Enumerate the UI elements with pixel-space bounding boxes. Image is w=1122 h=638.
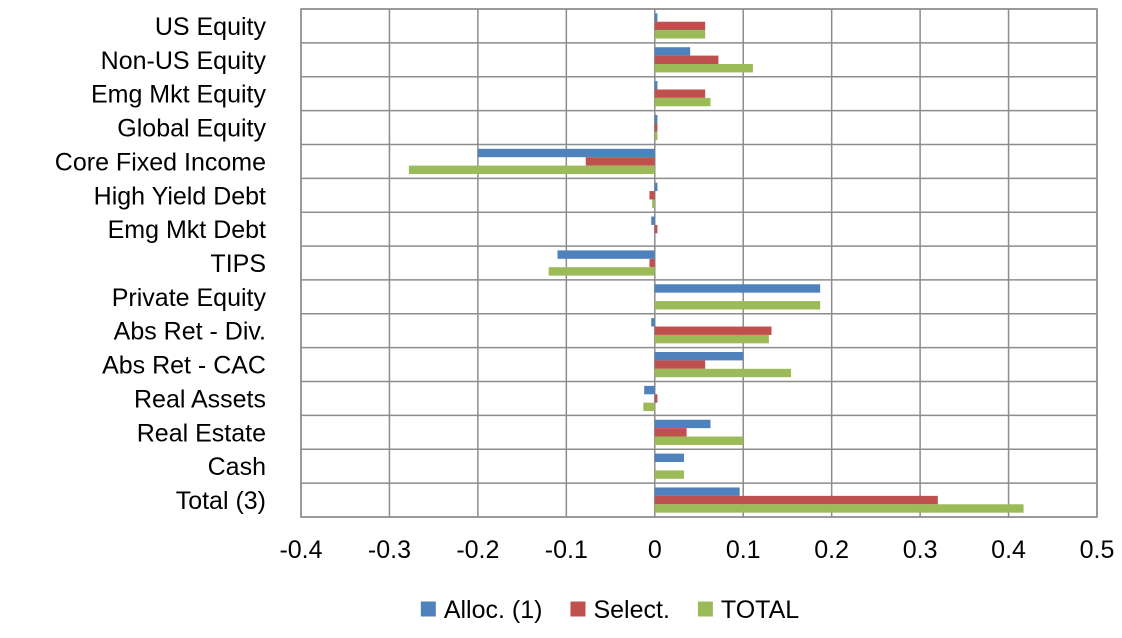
bar	[651, 216, 655, 225]
bar	[654, 394, 658, 403]
legend-swatch	[420, 601, 436, 617]
legend-label: TOTAL	[721, 596, 799, 624]
bar	[651, 318, 655, 327]
category-label: US Equity	[155, 13, 267, 41]
bar	[654, 326, 772, 335]
bar	[654, 301, 821, 310]
bar	[654, 504, 1024, 513]
bar	[654, 81, 658, 90]
bar	[654, 123, 658, 132]
legend-swatch	[570, 601, 586, 617]
bar	[643, 402, 655, 412]
category-label: Emg Mkt Debt	[108, 216, 266, 244]
category-label: Cash	[208, 453, 266, 481]
category-label: Abs Ret - Div.	[114, 318, 266, 346]
bar	[649, 191, 655, 200]
category-label: Global Equity	[117, 115, 266, 143]
bar	[654, 436, 744, 445]
x-tick-label: 0.5	[1080, 536, 1115, 564]
bar	[654, 55, 719, 64]
category-label: Real Estate	[137, 419, 266, 447]
bar	[654, 453, 684, 462]
bar	[649, 258, 655, 268]
x-tick-label: -0.1	[545, 536, 588, 564]
bar	[548, 267, 655, 276]
bar	[654, 97, 711, 107]
x-tick-label: 0.1	[726, 536, 761, 564]
bar	[408, 165, 655, 174]
bar	[654, 64, 753, 73]
legend-label: Select.	[593, 596, 669, 624]
bar	[654, 13, 658, 22]
bar	[654, 131, 658, 141]
bar	[654, 30, 706, 39]
x-tick-label: 0	[648, 536, 662, 564]
legend: Alloc. (1) Select. TOTAL	[420, 596, 799, 624]
legend-label: Alloc. (1)	[444, 596, 543, 624]
bar	[654, 352, 744, 361]
category-label: Private Equity	[112, 284, 267, 312]
category-label: Total (3)	[176, 487, 266, 515]
category-label: Non-US Equity	[101, 47, 267, 75]
bar	[654, 21, 706, 31]
bars	[408, 13, 1024, 513]
x-tick-label: -0.3	[368, 536, 411, 564]
bar	[654, 487, 740, 496]
x-tick-label: 0.3	[903, 536, 938, 564]
bar	[557, 250, 655, 259]
bar	[644, 385, 655, 395]
category-label: High Yield Debt	[94, 182, 266, 210]
bar	[652, 199, 655, 208]
legend-swatch	[697, 601, 713, 617]
bar	[654, 360, 706, 369]
bar	[654, 114, 658, 124]
bar	[654, 182, 658, 192]
grid-lines	[300, 8, 1098, 518]
bar	[654, 89, 706, 98]
bar	[585, 157, 655, 166]
category-label: Abs Ret - CAC	[102, 352, 266, 380]
category-labels: US Equity Non-US Equity Emg Mkt Equity Glob…	[55, 13, 267, 515]
x-tick-labels: -0.4 -0.3 -0.2 -0.1 0 0.1 0.2 0.3 0.4 0.5	[279, 536, 1114, 564]
bar	[654, 224, 658, 234]
category-label: TIPS	[210, 250, 266, 278]
bar	[654, 428, 687, 437]
plot-frame	[300, 8, 1098, 518]
bar	[654, 368, 791, 378]
bar	[654, 470, 684, 479]
x-tick-label: 0.2	[814, 536, 849, 564]
bar	[654, 495, 938, 505]
bar	[654, 284, 821, 293]
x-tick-label: -0.2	[456, 536, 499, 564]
category-label: Real Assets	[134, 385, 266, 413]
bar	[477, 148, 655, 158]
category-label: Core Fixed Income	[55, 148, 266, 176]
bar	[654, 419, 711, 429]
x-tick-label: 0.4	[991, 536, 1026, 564]
bar	[654, 334, 769, 344]
category-label: Emg Mkt Equity	[91, 81, 267, 109]
bar	[654, 47, 691, 56]
x-tick-label: -0.4	[279, 536, 322, 564]
